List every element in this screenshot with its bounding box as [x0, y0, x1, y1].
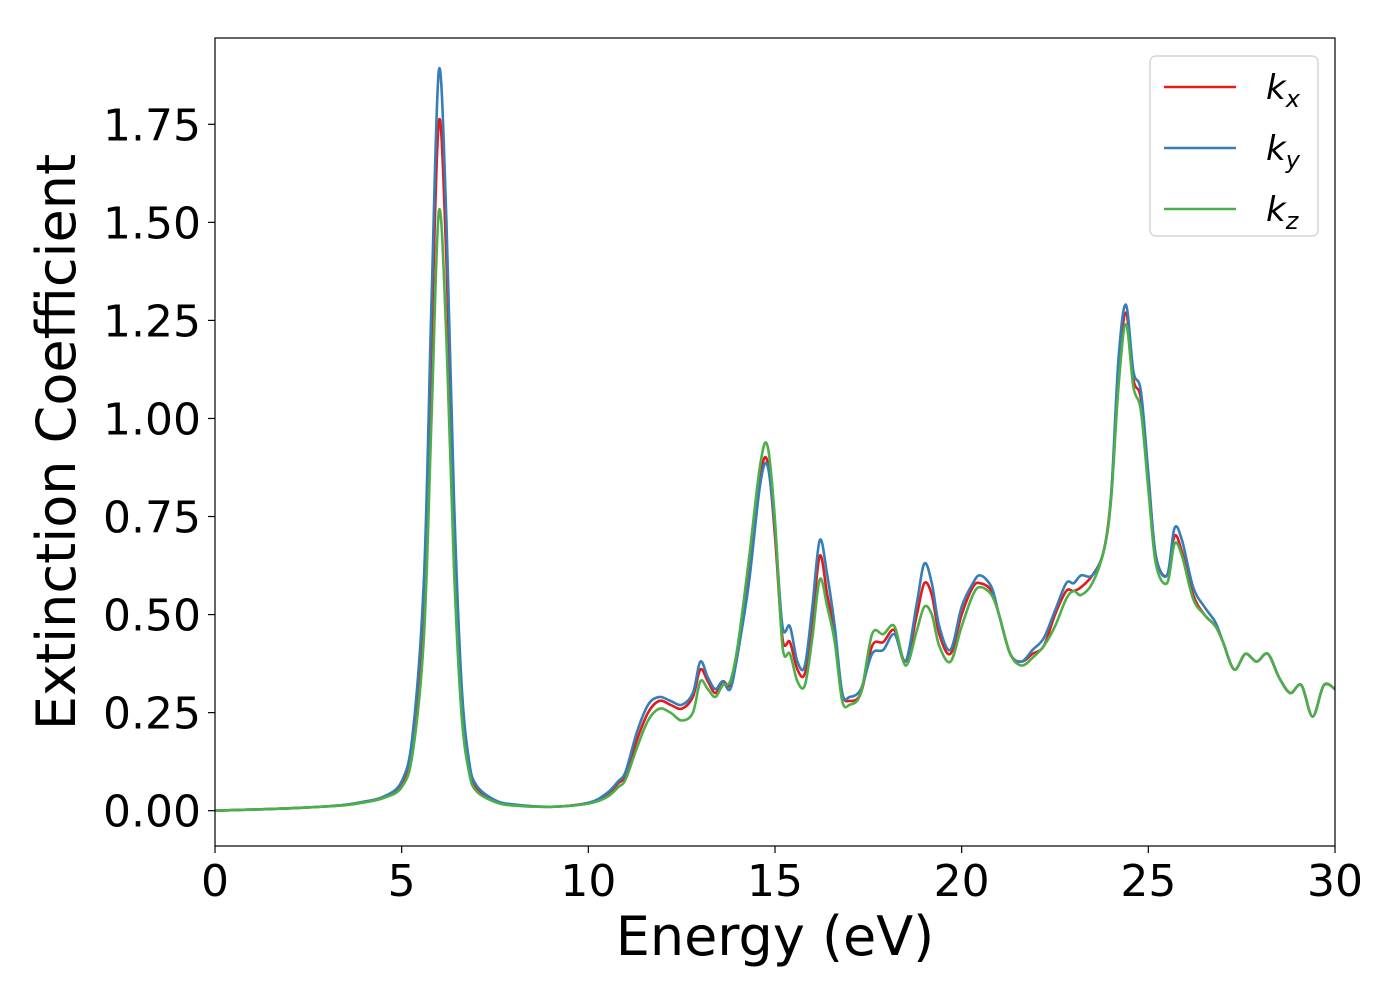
x-tick-label: 25: [1120, 856, 1176, 907]
legend-label-main: k: [1266, 190, 1287, 230]
y-tick-label: 0.75: [103, 493, 201, 544]
x-tick-label: 0: [201, 856, 229, 907]
legend-label-main: k: [1266, 68, 1287, 108]
x-axis: 0 5 10 15 20 25 30: [201, 846, 1363, 907]
legend-label-sub: y: [1285, 146, 1301, 174]
legend-label-k_x: kx: [1266, 68, 1301, 113]
x-axis-label: Energy (eV): [616, 905, 935, 968]
legend-label-k_z: kz: [1266, 190, 1300, 235]
legend-label-sub: z: [1285, 207, 1300, 235]
series-layer: [214, 66, 1336, 812]
y-axis-label: Extinction Coefficient: [25, 154, 88, 730]
x-tick-label: 15: [747, 856, 803, 907]
x-tick-label: 10: [560, 856, 616, 907]
y-tick-label: 1.00: [103, 394, 201, 445]
legend-box: [1149, 55, 1319, 237]
legend-label-main: k: [1266, 129, 1287, 169]
x-tick-label: 20: [934, 856, 990, 907]
y-tick-label: 1.75: [103, 100, 201, 151]
x-tick-label: 5: [388, 856, 416, 907]
x-tick-label: 30: [1307, 856, 1363, 907]
series-line-k_z: [214, 207, 1336, 812]
y-tick-label: 1.50: [103, 198, 201, 249]
y-axis: 0.00 0.25 0.50 0.75 1.00 1.25 1.50 1.75: [103, 100, 215, 838]
y-tick-label: 0.25: [103, 689, 201, 740]
y-tick-label: 0.00: [103, 787, 201, 838]
y-tick-label: 1.25: [103, 296, 201, 347]
legend-label-k_y: ky: [1266, 129, 1301, 174]
y-tick-label: 0.50: [103, 591, 201, 642]
legend-label-sub: x: [1285, 85, 1301, 113]
